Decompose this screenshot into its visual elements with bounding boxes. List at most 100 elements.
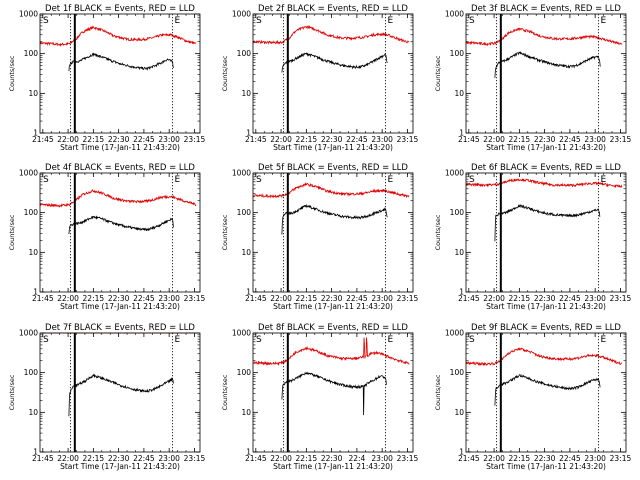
x-tick-label: 22:45 xyxy=(133,294,155,303)
x-tick-label: 22:45 xyxy=(559,454,581,463)
x-tick-label: 22:45 xyxy=(133,135,155,144)
x-tick-label: 21:45 xyxy=(245,454,267,463)
y-tick-label: 100 xyxy=(450,208,465,217)
y-axis-label: Counts/sec xyxy=(8,214,16,250)
x-tick-label: 22:45 xyxy=(559,294,581,303)
y-axis-label: Counts/sec xyxy=(221,55,229,91)
y-tick-label: 10 xyxy=(454,89,464,98)
chart-panel-3: Det 3f BLACK = Events, RED = LLD S E 1 10 100… xyxy=(434,4,631,152)
y-axis-label: Counts/sec xyxy=(8,55,16,91)
x-tick-label: 23:15 xyxy=(397,135,419,144)
y-tick-label: 10 xyxy=(28,248,38,257)
chart-panel-8: Det 8f BLACK = Events, RED = LLD S E 1 10 100… xyxy=(221,323,418,471)
lld-series-line xyxy=(252,25,410,45)
start-marker-label: S xyxy=(256,335,262,345)
y-tick-label: 1000 xyxy=(232,329,251,338)
lld-series-line xyxy=(252,337,410,366)
chart-title: Det 6f BLACK = Events, RED = LLD xyxy=(471,163,621,173)
chart-title: Det 9f BLACK = Events, RED = LLD xyxy=(471,323,621,333)
x-axis-label: Start Time (17-Jan-11 21:43:20) xyxy=(273,143,393,152)
x-tick-label: 23:00 xyxy=(584,294,606,303)
chart-panel-5: Det 5f BLACK = Events, RED = LLD S E 1 10 100… xyxy=(221,163,418,311)
x-tick-label: 21:45 xyxy=(245,135,267,144)
x-tick-label: 23:15 xyxy=(184,454,206,463)
x-tick-label: 22:45 xyxy=(346,135,368,144)
x-tick-label: 22:30 xyxy=(108,294,130,303)
x-axis-label: Start Time (17-Jan-11 21:43:20) xyxy=(486,143,606,152)
plot-frame xyxy=(465,172,627,293)
x-tick-label: 23:15 xyxy=(184,294,206,303)
x-tick-label: 21:45 xyxy=(32,135,54,144)
plot-frame xyxy=(39,332,201,453)
x-tick-label: 22:45 xyxy=(133,454,155,463)
x-tick-label: 22:15 xyxy=(509,294,531,303)
end-marker-label: E xyxy=(175,16,181,26)
chart-title: Det 2f BLACK = Events, RED = LLD xyxy=(258,4,408,14)
start-marker-label: S xyxy=(256,175,262,185)
x-tick-label: 23:00 xyxy=(158,454,180,463)
x-tick-label: 23:00 xyxy=(158,135,180,144)
x-tick-label: 23:00 xyxy=(584,454,606,463)
x-tick-label: 22:00 xyxy=(57,135,79,144)
y-tick-label: 100 xyxy=(24,368,39,377)
end-marker-label: E xyxy=(388,335,394,345)
x-tick-label: 23:15 xyxy=(610,294,632,303)
plot-frame xyxy=(465,332,627,453)
start-marker-label: S xyxy=(43,175,49,185)
lld-series-line xyxy=(252,181,410,199)
chart-panel-9: Det 9f BLACK = Events, RED = LLD S E 1 10 100… xyxy=(434,323,631,471)
events-series-line xyxy=(281,52,388,73)
x-axis-label: Start Time (17-Jan-11 21:43:20) xyxy=(486,302,606,311)
x-axis-label: Start Time (17-Jan-11 21:43:20) xyxy=(60,143,180,152)
lld-series-line xyxy=(39,25,197,47)
start-marker-label: S xyxy=(469,175,475,185)
chart-title: Det 5f BLACK = Events, RED = LLD xyxy=(258,163,408,173)
y-tick-label: 1000 xyxy=(232,10,251,19)
x-tick-label: 21:45 xyxy=(245,294,267,303)
y-tick-label: 10 xyxy=(28,89,38,98)
y-axis-label: Counts/sec xyxy=(221,214,229,250)
x-tick-label: 22:30 xyxy=(321,454,343,463)
x-tick-label: 21:45 xyxy=(32,294,54,303)
x-tick-label: 22:15 xyxy=(509,454,531,463)
x-tick-label: 22:00 xyxy=(57,294,79,303)
x-tick-label: 22:30 xyxy=(321,294,343,303)
y-tick-label: 100 xyxy=(24,49,39,58)
x-tick-label: 23:15 xyxy=(397,294,419,303)
x-tick-label: 21:45 xyxy=(458,135,480,144)
x-axis-label: Start Time (17-Jan-11 21:43:20) xyxy=(273,302,393,311)
end-marker-label: E xyxy=(388,16,394,26)
y-tick-label: 100 xyxy=(237,208,252,217)
plot-frame xyxy=(39,172,201,293)
x-tick-label: 22:30 xyxy=(108,135,130,144)
x-tick-label: 23:15 xyxy=(184,135,206,144)
y-tick-label: 1000 xyxy=(19,329,38,338)
y-tick-label: 1000 xyxy=(445,10,464,19)
chart-title: Det 4f BLACK = Events, RED = LLD xyxy=(45,163,195,173)
y-tick-label: 10 xyxy=(454,248,464,257)
y-tick-label: 1 xyxy=(33,288,38,297)
y-tick-label: 1 xyxy=(459,448,464,457)
y-tick-label: 10 xyxy=(28,408,38,417)
x-tick-label: 22:45 xyxy=(559,135,581,144)
x-tick-label: 23:15 xyxy=(397,454,419,463)
y-tick-label: 1000 xyxy=(19,169,38,178)
end-marker-label: E xyxy=(601,16,607,26)
events-series-line xyxy=(494,51,601,78)
end-marker-label: E xyxy=(175,175,181,185)
x-tick-label: 23:00 xyxy=(584,135,606,144)
y-tick-label: 10 xyxy=(241,89,251,98)
start-marker-label: S xyxy=(43,16,49,26)
y-tick-label: 1000 xyxy=(19,10,38,19)
x-tick-label: 22:30 xyxy=(321,135,343,144)
y-tick-label: 1 xyxy=(459,288,464,297)
x-tick-label: 22:00 xyxy=(270,294,292,303)
x-tick-label: 23:15 xyxy=(610,454,632,463)
x-tick-label: 22:15 xyxy=(83,294,105,303)
y-tick-label: 1 xyxy=(459,129,464,138)
x-tick-label: 22:00 xyxy=(483,294,505,303)
x-tick-label: 22:4 xyxy=(348,454,365,463)
x-tick-label: 21:45 xyxy=(458,294,480,303)
end-marker-label: E xyxy=(388,175,394,185)
chart-title: Det 7f BLACK = Events, RED = LLD xyxy=(45,323,195,333)
